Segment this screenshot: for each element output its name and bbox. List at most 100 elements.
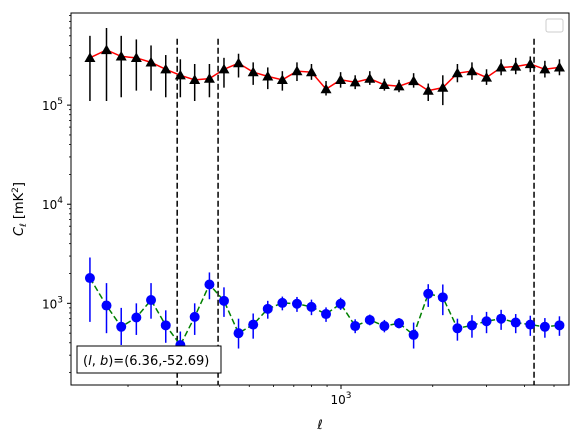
data-point [437,82,449,92]
x-tick-label-exponent: 3 [346,391,352,401]
data-point [451,67,463,78]
data-point [422,85,434,95]
data-point [291,298,302,309]
data-point [115,50,127,61]
annotation-part: l [88,354,92,369]
data-point [335,298,346,309]
axes-frame [70,12,570,386]
data-point [539,321,550,332]
data-point [510,317,521,328]
data-point [262,70,274,81]
data-point [101,44,113,55]
y-tick-label: 104 [42,196,63,212]
y-axis-label-text: Cℓ [mK2] [11,182,29,236]
annotation-part: ( [83,354,88,369]
annotation-part: )=(6.36,-52.69) [108,354,209,369]
data-point [160,320,171,331]
y-axis-label: Cℓ [mK2] [11,182,29,236]
data-point [481,71,493,82]
data-point [495,61,507,72]
x-axis: 103 [127,385,555,407]
data-point [277,297,288,308]
data-point [393,80,405,91]
data-point [350,321,361,332]
y-tick-label: 105 [42,97,63,113]
data-point [306,301,317,312]
data-point [466,65,478,76]
annotation-part: , [92,354,100,369]
data-point [174,69,186,80]
data-point [379,321,390,332]
data-point [452,323,463,334]
x-tick-label-base: 10 [330,393,345,407]
data-point [218,63,230,74]
data-point [84,52,96,62]
y-tick-label: 103 [42,295,63,311]
data-point [189,311,200,322]
data-point [145,56,157,67]
y-tick-label-exponent: 4 [57,196,63,206]
data-point [553,61,565,72]
x-axis-label: ℓ [316,418,322,433]
data-point [394,318,405,329]
data-point [378,79,390,90]
data-point [247,66,259,77]
data-point [408,329,419,340]
annotation-part: b [100,354,108,369]
data-point [539,63,551,74]
data-point [203,73,215,83]
data-point [496,313,507,324]
data-point [131,312,142,323]
y-label-units-close: ] [12,182,27,187]
data-point [116,321,127,332]
plot-area [84,27,565,385]
y-label-subscript: ℓ [19,223,29,228]
y-tick-label-exponent: 3 [57,295,63,305]
y-label-units: [mK [12,192,27,223]
data-point [146,295,157,306]
data-point [218,295,229,306]
data-point [291,65,303,76]
y-label-units-exponent: 2 [11,187,21,193]
data-point [276,74,288,84]
data-point [160,63,172,74]
annotation-box: (l, b)=(6.36,-52.69) [76,345,222,374]
x-tick-label: 103 [330,391,351,407]
y-tick-label-base: 10 [42,99,57,113]
data-point [349,76,361,87]
data-point [364,314,375,325]
data-point [101,300,112,311]
data-point [408,75,420,86]
data-point [248,319,259,330]
series-line-2 [89,277,560,347]
data-point [233,328,244,339]
data-point [481,316,492,327]
data-point [305,66,317,77]
data-point [321,309,332,320]
data-point [423,288,434,299]
data-point [233,57,245,68]
data-point [364,73,376,83]
data-point [554,320,565,331]
data-point [84,273,95,284]
data-point [262,303,273,314]
annotation-text: (l, b)=(6.36,-52.69) [83,354,209,369]
data-point [525,319,536,330]
y-tick-label-base: 10 [42,297,57,311]
data-point [320,83,332,94]
data-point [335,74,347,84]
data-point [130,52,142,62]
data-point [524,58,536,69]
series-line-1 [89,49,560,92]
data-point [204,279,215,290]
y-tick-label-exponent: 5 [57,97,63,107]
data-point [189,74,201,84]
data-point [510,61,522,71]
legend-box[interactable] [545,18,564,33]
y-label-symbol: C [12,226,27,236]
data-point [437,292,448,303]
y-tick-label-base: 10 [42,198,57,212]
data-point [466,320,477,331]
